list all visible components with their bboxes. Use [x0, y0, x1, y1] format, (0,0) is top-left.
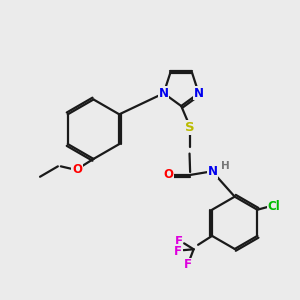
Text: S: S	[185, 121, 194, 134]
Text: O: O	[72, 163, 82, 176]
Text: F: F	[174, 245, 182, 258]
Text: F: F	[184, 258, 192, 271]
Text: N: N	[207, 165, 218, 178]
Text: N: N	[194, 87, 204, 100]
Text: F: F	[175, 235, 183, 248]
Text: Cl: Cl	[267, 200, 280, 213]
Text: H: H	[220, 161, 229, 171]
Text: O: O	[164, 169, 174, 182]
Text: N: N	[159, 87, 169, 100]
